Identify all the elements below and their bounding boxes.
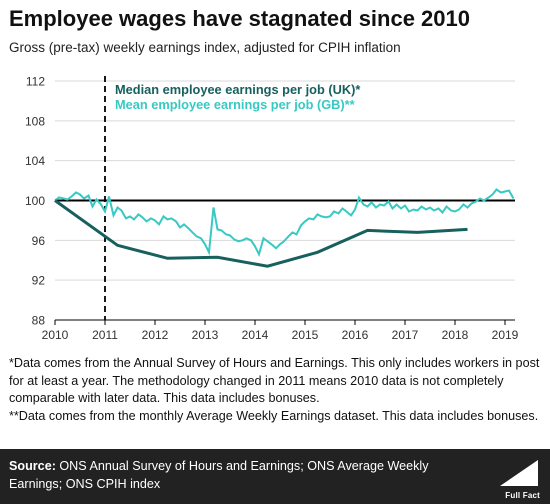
footnote-double-asterisk: **Data comes from the monthly Average We… xyxy=(9,408,539,423)
x-tick-label: 2016 xyxy=(342,328,369,342)
source-text: Source: ONS Annual Survey of Hours and E… xyxy=(9,457,479,493)
y-tick-label: 108 xyxy=(25,114,45,128)
x-tick-label: 2018 xyxy=(442,328,469,342)
source-list: ONS Annual Survey of Hours and Earnings;… xyxy=(9,459,429,491)
legend-label-mean: Mean employee earnings per job (GB)** xyxy=(115,97,355,112)
x-tick-label: 2019 xyxy=(492,328,519,342)
source-label: Source: xyxy=(9,459,56,473)
series-line-mean-earnings xyxy=(54,188,515,258)
source-footer: Source: ONS Annual Survey of Hours and E… xyxy=(0,449,550,504)
y-tick-label: 112 xyxy=(26,75,45,89)
y-axis-ticks: 88 92 96 100 104 108 112 xyxy=(25,75,45,328)
x-tick-label: 2012 xyxy=(142,328,169,342)
y-tick-label: 88 xyxy=(32,314,46,328)
x-tick-label: 2013 xyxy=(192,328,219,342)
footnote-asterisk: *Data comes from the Annual Survey of Ho… xyxy=(9,356,540,406)
full-fact-logo-icon xyxy=(500,460,538,486)
chart-subtitle: Gross (pre-tax) weekly earnings index, a… xyxy=(9,40,401,55)
y-tick-label: 92 xyxy=(32,274,46,288)
x-tick-label: 2014 xyxy=(242,328,269,342)
x-tick-label: 2011 xyxy=(92,328,118,342)
x-tick-label: 2010 xyxy=(42,328,69,342)
y-tick-label: 104 xyxy=(25,154,45,168)
legend-label-median: Median employee earnings per job (UK)* xyxy=(115,82,360,97)
logo-wordmark: Full Fact xyxy=(505,491,540,500)
x-tick-label: 2017 xyxy=(392,328,419,342)
series-line-median-earnings xyxy=(54,199,468,268)
y-tick-label: 100 xyxy=(25,194,45,208)
x-tick-label: 2015 xyxy=(292,328,319,342)
chart-title: Employee wages have stagnated since 2010 xyxy=(9,6,471,31)
footnotes: *Data comes from the Annual Survey of Ho… xyxy=(9,355,543,425)
y-tick-label: 96 xyxy=(32,234,46,248)
x-axis-ticks: 2010 2011 2012 2013 2014 2015 2016 2017 2018 2019 xyxy=(42,320,519,342)
